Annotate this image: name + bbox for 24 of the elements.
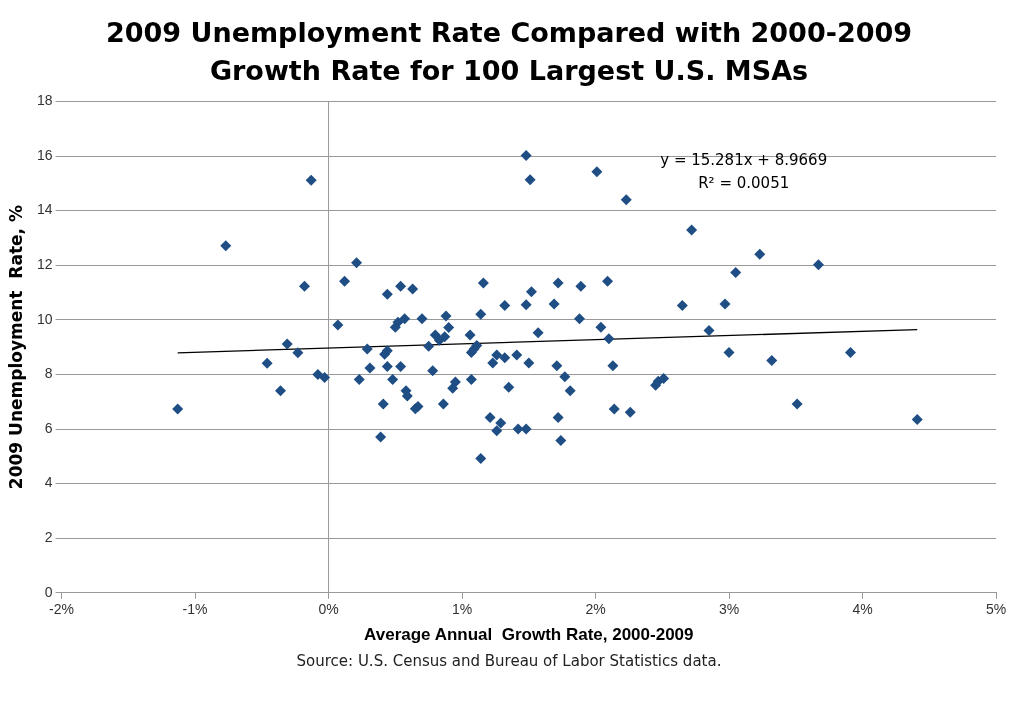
x-tick-label: 3% bbox=[718, 601, 740, 618]
x-tick-label: 4% bbox=[852, 601, 873, 618]
x-tick-label: -1% bbox=[182, 601, 208, 618]
y-tick-label: 6 bbox=[44, 419, 53, 436]
source-note: Source: U.S. Census and Bureau of Labor Statistics data. bbox=[295, 652, 723, 670]
chart-title: 2009 Unemployment Rate Compared with 2000-2009 Growth Rate for 100 Largest U.S. MSAs bbox=[104, 16, 914, 88]
y-tick-label: 12 bbox=[36, 256, 53, 273]
y-tick-label: 16 bbox=[36, 146, 53, 163]
y-tick-label: 0 bbox=[44, 583, 53, 600]
y-tick-label: 10 bbox=[36, 310, 53, 327]
y-tick-label: 2 bbox=[44, 529, 53, 546]
y-tick-label: 8 bbox=[44, 365, 53, 382]
x-tick-label: 1% bbox=[451, 601, 473, 618]
x-tick-label: 0% bbox=[318, 601, 339, 618]
x-tick-label: 5% bbox=[985, 601, 1007, 618]
y-axis-title: 2009 Unemployment Rate, % bbox=[6, 205, 27, 490]
x-tick-label: -2% bbox=[49, 601, 75, 618]
y-tick-label: 18 bbox=[36, 92, 53, 109]
y-tick-label: 4 bbox=[44, 474, 53, 491]
annotation: R² = 0.0051 bbox=[698, 174, 790, 193]
x-tick-label: 2% bbox=[585, 601, 606, 618]
annotation: y = 15.281x + 8.9669 bbox=[660, 151, 828, 170]
x-axis-title: Average Annual Growth Rate, 2000-2009 bbox=[364, 625, 694, 645]
y-tick-label: 14 bbox=[36, 201, 53, 218]
